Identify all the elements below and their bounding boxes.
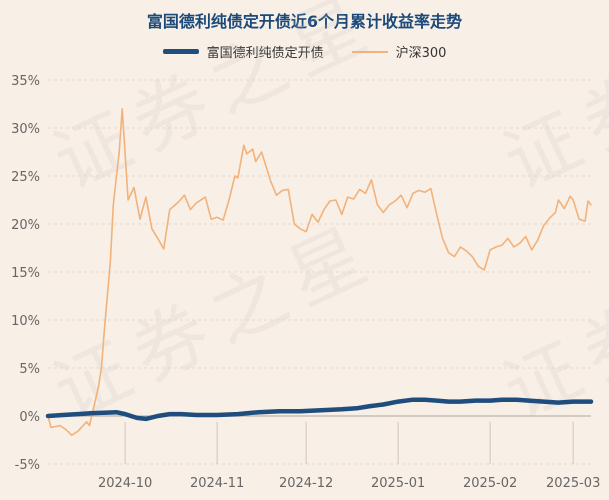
legend-item-fund[interactable]: 富国德利纯债定开债 <box>162 42 324 61</box>
chart-title: 富国德利纯债定开债近6个月累计收益率走势 <box>146 12 463 31</box>
series-lines <box>45 108 594 437</box>
series-line-index <box>47 108 592 437</box>
y-tick-label: 30% <box>11 122 40 137</box>
x-tick-label: 2025-03 <box>546 476 600 491</box>
watermark: 证券之星证券之星证券之星证券之星 <box>41 0 609 436</box>
x-tick-label: 2024-12 <box>279 476 333 491</box>
legend-item-index[interactable]: 沪深300 <box>351 42 447 61</box>
y-tick-label: 0% <box>19 410 40 425</box>
x-tick-label: 2024-10 <box>98 476 152 491</box>
series-line-fund <box>45 397 594 422</box>
grid-lines <box>48 79 591 465</box>
y-axis: -5% 0% 5% 10% 15% 20% 25% 30% 35% <box>11 74 40 473</box>
y-tick-label: 25% <box>11 170 40 185</box>
legend-swatch-index <box>351 50 388 53</box>
legend: 富国德利纯债定开债 沪深300 <box>0 42 609 61</box>
x-tick-label: 2025-02 <box>463 476 517 491</box>
y-tick-label: -5% <box>15 458 40 473</box>
x-axis: 2024-10 2024-11 2024-12 2025-01 2025-02 2025-… <box>98 422 600 491</box>
y-tick-label: 15% <box>11 266 40 281</box>
y-tick-label: 5% <box>19 362 40 377</box>
y-tick-label: 35% <box>11 74 40 89</box>
legend-label-fund: 富国德利纯债定开债 <box>206 46 324 61</box>
x-tick-label: 2024-11 <box>190 476 244 491</box>
y-tick-label: 10% <box>11 314 40 329</box>
y-tick-label: 20% <box>11 218 40 233</box>
legend-label-index: 沪深300 <box>395 46 447 61</box>
legend-swatch-fund <box>162 49 199 54</box>
x-tick-label: 2025-01 <box>371 476 425 491</box>
watermark-glyph: 星 <box>275 213 378 322</box>
